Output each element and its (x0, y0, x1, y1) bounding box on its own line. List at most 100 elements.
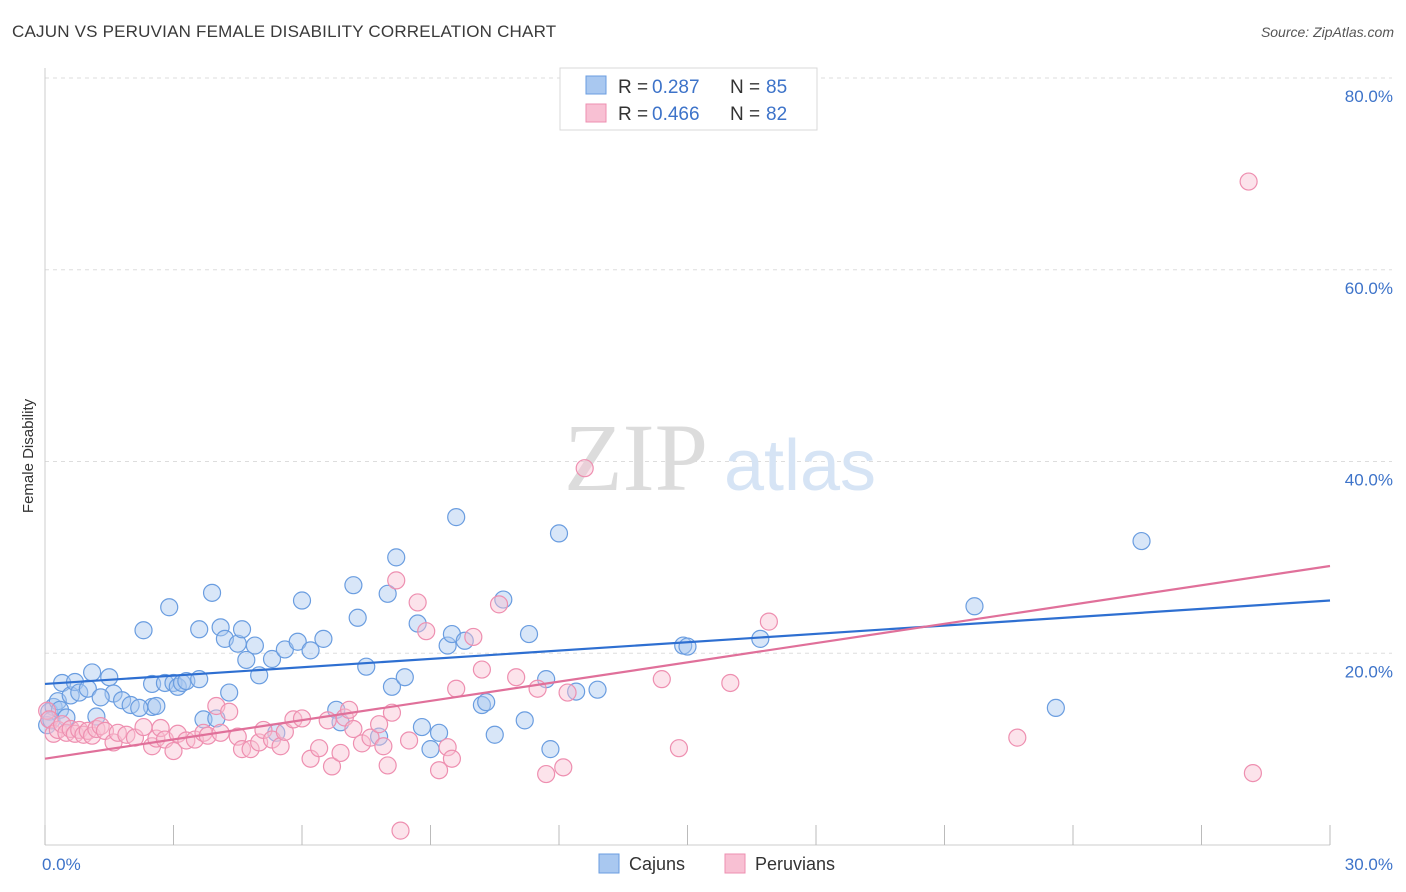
peruvian-point-39 (271, 737, 290, 756)
peruvian-point-75 (669, 739, 689, 758)
peruvian-point-22 (151, 718, 170, 738)
cajun-point-29 (211, 618, 230, 637)
cajun-trend-line (44, 599, 1331, 686)
cajun-point-35 (245, 636, 264, 655)
legend-swatch-peruvians (724, 853, 746, 874)
cajun-point-84 (130, 698, 149, 717)
stats-r-label-peru: R = (618, 104, 648, 125)
cajun-point-83 (91, 688, 110, 707)
peruvian-point-64 (447, 679, 466, 698)
chart-title: CAJUN VS PERUVIAN FEMALE DISABILITY CORR… (12, 22, 557, 41)
cajun-point-17 (147, 696, 166, 716)
peruvian-point-50 (344, 719, 363, 739)
cajun-point-53 (395, 668, 414, 687)
peruvian-point-55 (378, 756, 397, 775)
peruvian-point-68 (507, 668, 526, 687)
cajun-point-19 (160, 598, 179, 617)
cajun-point-77 (1046, 698, 1065, 717)
cajun-point-56 (421, 740, 440, 759)
legend-label-peruvians: Peruvians (755, 854, 835, 874)
y-tick-label-1: 40.0% (1345, 471, 1393, 490)
y-tick-label-0: 20.0% (1345, 662, 1393, 681)
legend: Cajuns Peruvians (598, 853, 835, 874)
cajun-point-48 (357, 657, 376, 676)
peruvian-point-44 (310, 739, 329, 758)
cajun-point-58 (438, 636, 457, 655)
peruvian-point-56 (382, 703, 402, 722)
peruvian-point-74 (652, 670, 671, 689)
peruvian-point-4 (53, 715, 72, 734)
cajun-point-37 (262, 649, 282, 669)
stats-box: R = 0.287 N = 85 R = 0.466 N = 82 (559, 67, 818, 131)
peruvian-point-80 (1243, 763, 1263, 783)
stats-r-label-cajun: R = (618, 77, 648, 98)
cajun-point-9 (87, 707, 106, 726)
cajun-point-46 (344, 576, 363, 595)
cajun-point-8 (83, 663, 102, 682)
cajun-point-10 (100, 668, 119, 687)
cajun-point-27 (202, 583, 222, 602)
peruvian-point-54 (374, 737, 393, 756)
y-tick-label-3: 80.0% (1345, 87, 1393, 106)
cajun-point-14 (134, 621, 153, 640)
peruvian-point-71 (554, 758, 573, 777)
cajun-point-31 (220, 683, 239, 702)
x-tick-label-1: 30.0% (1345, 855, 1393, 874)
peruvian-point-32 (220, 702, 239, 721)
grid-lines (45, 77, 1392, 654)
cajun-point-6 (70, 683, 89, 702)
peruvian-point-47 (331, 743, 350, 763)
cajun-point-25 (190, 620, 209, 639)
peruvian-trend-line (44, 564, 1331, 760)
cajun-point-47 (348, 608, 367, 627)
axes (44, 68, 1331, 846)
cajun-point-64 (485, 725, 504, 744)
cajun-point-40 (288, 632, 307, 651)
peruvian-point-77 (759, 612, 778, 631)
cajun-point-76 (965, 597, 984, 616)
cajun-point-63 (477, 693, 496, 712)
source-credit: Source: ZipAtlas.com (1260, 24, 1394, 40)
peruvian-point-46 (322, 757, 342, 776)
y-tick-label-2: 60.0% (1345, 279, 1393, 298)
cajun-point-34 (237, 650, 256, 670)
stats-n-label-peru: N = (730, 104, 760, 125)
stats-r-value-peru: 0.466 (652, 104, 700, 125)
cajun-point-66 (515, 711, 534, 730)
stats-r-value-cajun: 0.287 (652, 77, 700, 98)
stats-n-value-cajun: 85 (766, 77, 787, 98)
watermark-atlas: atlas (724, 426, 876, 506)
peruvian-point-24 (164, 741, 183, 761)
x-tick-label-0: 0.0% (42, 855, 81, 874)
peruvian-point-66 (472, 660, 491, 679)
legend-swatch-cajuns (598, 853, 620, 874)
cajun-point-74 (678, 637, 697, 656)
cajun-point-51 (382, 677, 402, 696)
peruvian-point-58 (399, 731, 419, 750)
peruvian-point-69 (528, 679, 547, 698)
peruvian-point-65 (464, 627, 483, 647)
peruvian-point-79 (1239, 172, 1258, 191)
stats-swatch-peru (585, 103, 607, 123)
peruvian-point-52 (361, 728, 380, 747)
peruvian-point-60 (417, 622, 436, 641)
peruvian-point-78 (1008, 728, 1027, 747)
tick-labels: 20.0% 40.0% 60.0% 80.0% 0.0% 30.0% (42, 87, 1393, 874)
cajun-point-69 (541, 740, 560, 759)
stats-n-label-cajun: N = (730, 77, 760, 98)
watermark-zip: ZIP (564, 404, 708, 511)
trend-lines (44, 564, 1331, 760)
cajun-point-43 (314, 629, 333, 648)
y-axis-label: Female Disability (20, 398, 37, 513)
cajun-point-55 (412, 717, 432, 737)
watermark: ZIP atlas (564, 404, 876, 511)
peruvian-point-61 (429, 761, 449, 780)
peruvian-point-76 (721, 673, 740, 693)
cajun-point-57 (429, 723, 449, 742)
cajun-point-70 (549, 524, 569, 543)
stats-swatch-cajun (585, 75, 607, 95)
cajun-point-50 (378, 584, 397, 603)
peruvian-point-81 (391, 821, 410, 840)
peruvian-point-67 (489, 595, 509, 614)
